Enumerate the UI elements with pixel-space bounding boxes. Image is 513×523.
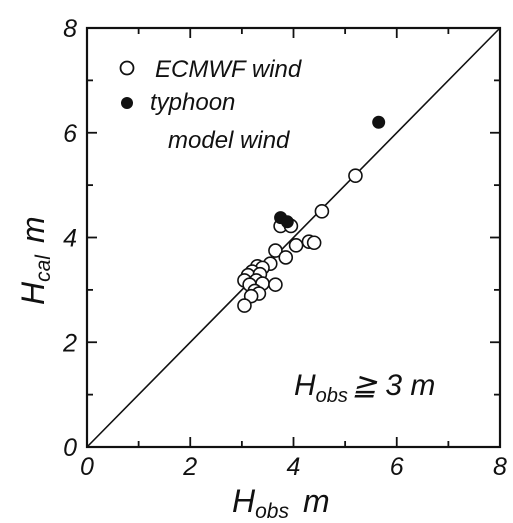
y-axis-label: Hcalm: [15, 216, 55, 305]
legend: ECMWF wind typhoon model wind: [119, 56, 302, 154]
y-tick-label: 6: [63, 120, 77, 148]
ecmwf-point: [278, 250, 294, 265]
x-tick-label: 4: [287, 453, 301, 481]
x-tick-label: 8: [493, 453, 507, 481]
data-points: [237, 115, 386, 313]
ecmwf-point: [348, 168, 363, 183]
y-tick-label: 8: [63, 15, 77, 43]
legend-filled-circle-marker: [121, 97, 133, 109]
ecmwf-point: [314, 204, 330, 219]
x-axis-ticks: [86, 28, 501, 447]
x-axis-label: Hobs m: [232, 483, 330, 523]
x-tick-label: 0: [80, 453, 94, 481]
y-tick-label: 2: [62, 329, 77, 357]
typhoon-model-point: [372, 115, 386, 129]
ecmwf-point: [288, 238, 304, 253]
legend-label-ecmwf: ECMWF wind: [155, 56, 302, 83]
legend-label-typhoon-line1: typhoon: [150, 89, 235, 116]
legend-open-circle-marker: [119, 60, 135, 76]
reference-line-y-equals-x: [86, 27, 501, 448]
y-tick-label: 4: [63, 225, 77, 253]
ecmwf-point: [306, 235, 322, 251]
x-tick-label: 6: [390, 453, 404, 481]
ecmwf-point: [268, 243, 283, 258]
typhoon-model-point: [280, 215, 294, 229]
annotation-threshold: Hobs ≧ 3 m: [294, 369, 435, 407]
legend-label-typhoon-line2: model wind: [168, 127, 290, 154]
y-axis-ticks: [87, 27, 500, 448]
y-axis-tick-labels: 0 2 4 6 8: [62, 15, 77, 462]
y-tick-label: 0: [63, 434, 77, 462]
x-tick-label: 2: [182, 453, 197, 481]
ecmwf-point: [237, 298, 252, 313]
ecmwf-point: [268, 277, 283, 292]
x-axis-tick-labels: 0 2 4 6 8: [80, 453, 507, 481]
